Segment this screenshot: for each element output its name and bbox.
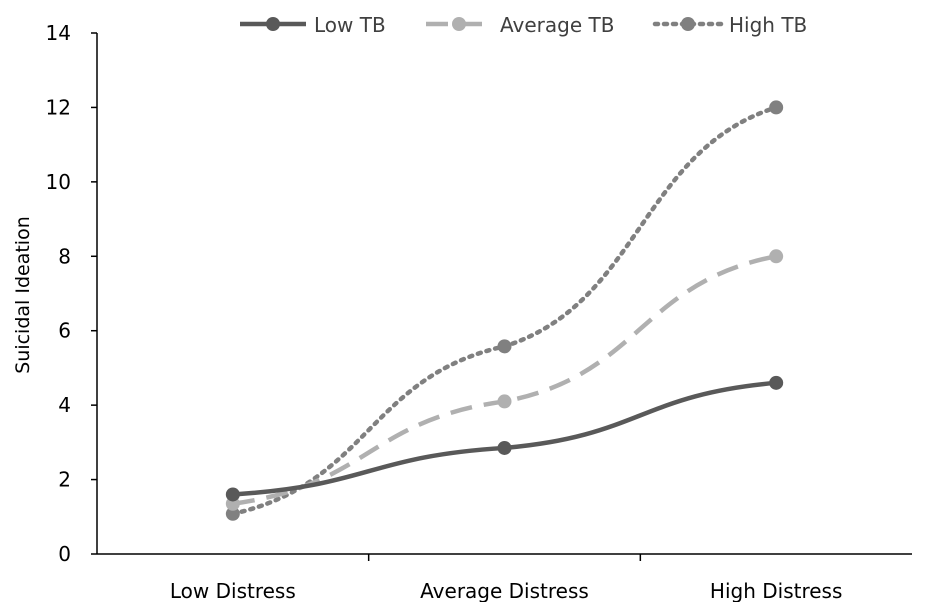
data-point-high-tb	[225, 506, 240, 521]
y-tick-label: 10	[46, 170, 71, 194]
legend-swatch-marker	[681, 17, 695, 31]
y-tick-label: 6	[58, 319, 71, 343]
y-axis-title: Suicidal Ideation	[12, 216, 34, 374]
legend-item-average-tb: Average TB	[426, 13, 614, 37]
legend-label: High TB	[729, 13, 807, 37]
legend-label: Low TB	[314, 13, 386, 37]
series-high-tb	[225, 100, 784, 521]
y-tick-label: 2	[58, 468, 71, 492]
legend-label: Average TB	[500, 13, 614, 37]
legend: Low TB Average TB High TB	[240, 13, 807, 37]
x-category-label-high-distress: High Distress	[710, 579, 842, 602]
data-point-average-tb	[497, 394, 512, 409]
y-axis: 0 2 4 6 8 10 12 14	[46, 21, 98, 566]
y-tick-label: 8	[58, 244, 71, 268]
series-average-tb	[225, 249, 784, 511]
data-point-high-tb	[497, 339, 512, 354]
series-low-tb	[225, 375, 784, 502]
legend-swatch-marker	[266, 17, 280, 31]
legend-swatch-marker	[452, 17, 466, 31]
x-axis: Low Distress Average Distress High Distres…	[97, 553, 912, 602]
y-tick-label: 12	[46, 95, 71, 119]
legend-item-high-tb: High TB	[652, 13, 807, 37]
data-point-low-tb	[225, 487, 240, 502]
data-point-low-tb	[769, 375, 784, 390]
data-point-low-tb	[497, 440, 512, 455]
data-point-average-tb	[769, 249, 784, 264]
y-tick-label: 14	[46, 21, 71, 45]
y-tick-label: 0	[58, 542, 71, 566]
series-layer	[225, 100, 784, 521]
x-category-label-average-distress: Average Distress	[420, 579, 589, 602]
legend-item-low-tb: Low TB	[240, 13, 386, 37]
y-tick-label: 4	[58, 393, 71, 417]
x-category-label-low-distress: Low Distress	[170, 579, 296, 602]
series-line-average-tb	[232, 254, 777, 506]
data-point-high-tb	[769, 100, 784, 115]
